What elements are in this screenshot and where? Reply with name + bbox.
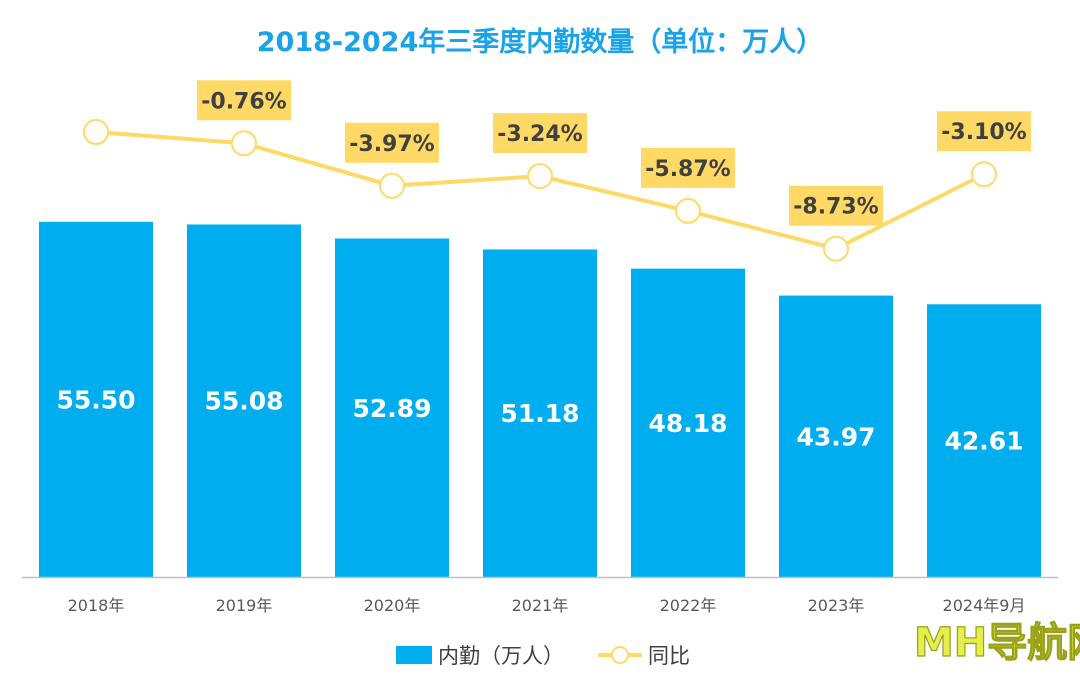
yoy-marker-3 [527,163,553,190]
bar-value-label: 55.50 [56,385,135,414]
yoy-value-label: -8.73% [793,195,878,220]
yoy-marker-1 [231,130,257,157]
yoy-marker-0 [83,119,109,145]
bar-4 [631,268,745,577]
x-tick-label: 2021年 [512,596,569,615]
x-tick-label: 2023年 [808,596,865,615]
yoy-marker-6 [971,161,997,188]
legend-label-bar: 内勤（万人） [438,644,564,668]
yoy-value-label: -3.10% [941,120,1026,145]
bar-value-label: 42.61 [944,427,1023,456]
yoy-value-label: -3.24% [497,122,582,147]
bar-6 [927,304,1041,577]
yoy-label-bg [493,113,587,154]
yoy-value-label: -0.76% [201,89,286,114]
x-tick-label: 2019年 [216,596,273,615]
yoy-marker-5 [823,235,849,262]
bar-value-label: 52.89 [352,394,431,423]
bar-value-label: 51.18 [500,399,579,428]
x-tick-label: 2022年 [660,596,717,615]
x-tick-label: 2020年 [364,596,421,615]
legend-label-line: 同比 [648,644,690,668]
bar-0 [39,221,153,578]
legend-swatch-bar [396,646,432,664]
yoy-marker-4 [675,197,701,224]
yoy-label-bg [641,147,735,188]
x-tick-label: 2018年 [68,596,125,615]
yoy-value-label: -3.97% [349,132,434,157]
bar-3 [483,249,597,577]
yoy-label-bg [345,122,439,163]
bar-value-label: 43.97 [796,422,875,451]
bar-5 [779,295,893,577]
bar-value-label: 55.08 [204,387,283,416]
yoy-value-label: -5.87% [645,157,730,182]
bar-value-label: 48.18 [648,409,727,438]
yoy-label-bg [197,80,291,121]
watermark: MH导航网 [914,620,1080,666]
x-tick-label: 2024年9月 [943,596,1026,615]
bar-1 [187,224,301,577]
legend-swatch-marker [611,646,629,664]
yoy-label-bg [937,111,1031,152]
yoy-label-bg [789,185,883,226]
yoy-marker-2 [379,172,405,199]
bar-2 [335,238,449,577]
chart-title: 2018-2024年三季度内勤数量（单位：万人） [256,27,824,58]
